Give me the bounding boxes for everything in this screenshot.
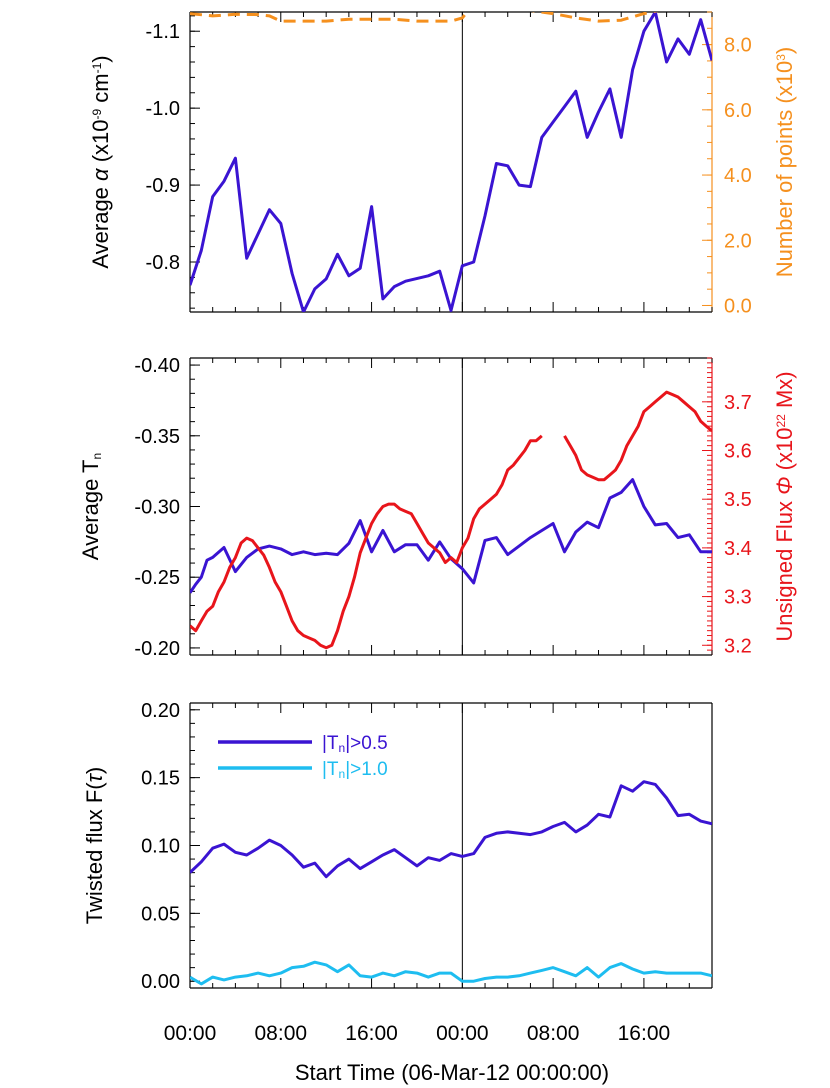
y2-tick-label: 3.6: [724, 441, 752, 463]
x-tick-labels: 00:00 08:00 16:00 00:00 08:00 16:00: [164, 1022, 670, 1045]
series-line-top-0: [190, 12, 712, 312]
y2-axis-label: Number of points (x103): [772, 47, 797, 277]
y-tick-label: -0.8: [146, 252, 180, 274]
y-tick-label: -0.30: [134, 497, 180, 519]
x-tick-label: 00:00: [436, 1022, 489, 1045]
y2-axis-label: Unsigned Flux Φ (x1022 Mx): [772, 371, 797, 641]
y-tick-label: -0.25: [134, 567, 180, 589]
y2-tick-label: 8.0: [724, 35, 752, 57]
y2-tick-label: 3.2: [724, 635, 752, 657]
y2-tick-label: 0.0: [724, 295, 752, 317]
y-axis-label: Twisted flux F(τ): [82, 767, 107, 924]
y-tick-label: -1.1: [146, 21, 180, 43]
y-tick-label: -0.9: [146, 175, 180, 197]
y2-tick-label: 3.5: [724, 489, 752, 511]
series-line-top-1: [190, 12, 659, 23]
series-line-middle-0: [190, 478, 712, 594]
x-axis-label: Start Time (06-Mar-12 00:00:00): [295, 1060, 609, 1085]
y2-tick-label: 6.0: [724, 100, 752, 122]
y-tick-label: -0.40: [134, 355, 180, 377]
panel-bottom: 0.20 0.15 0.10 0.05 0.00 Twisted flux F(τ) |Tn…: [82, 700, 713, 993]
legend-label: |Tn|>1.0: [322, 759, 388, 781]
legend-label: |Tn|>0.5: [322, 733, 388, 755]
series-line-middle-1: [190, 390, 712, 650]
y-tick-label: -1.0: [146, 98, 180, 120]
x-tick-label: 16:00: [345, 1022, 398, 1045]
y-tick-label: 0.10: [141, 836, 180, 858]
series-line-bottom-0: [190, 780, 712, 879]
y-tick-label: -0.20: [134, 638, 180, 660]
y-tick-label: 0.15: [141, 768, 180, 790]
x-tick-label: 08:00: [255, 1022, 308, 1045]
y2-tick-label: 3.3: [724, 587, 752, 609]
y-axis-label: Average α (x10-9 cm-1): [88, 55, 113, 268]
y-tick-label: -0.35: [134, 426, 180, 448]
y2-tick-label: 3.4: [724, 538, 752, 560]
series-line-bottom-1: [190, 960, 712, 986]
panel-top: -1.1 -1.0 -0.9 -0.8 0.0 2.0 4.0 6.0 8.0 Average α…: [88, 11, 797, 317]
y2-tick-label: 4.0: [724, 165, 752, 187]
y-tick-label: 0.05: [141, 903, 180, 925]
x-tick-label: 00:00: [164, 1022, 217, 1045]
x-tick-label: 16:00: [618, 1022, 671, 1045]
y-tick-label: 0.00: [141, 971, 180, 993]
x-tick-label: 08:00: [527, 1022, 580, 1045]
y-tick-label: 0.20: [141, 700, 180, 722]
y-axis-label: Average Tn: [78, 453, 104, 560]
panel-middle: -0.40 -0.35 -0.30 -0.25 -0.20 3.2 3.3 3.4 3.5 3.6…: [78, 355, 797, 660]
y2-tick-label: 3.7: [724, 392, 752, 414]
y2-tick-label: 2.0: [724, 230, 752, 252]
